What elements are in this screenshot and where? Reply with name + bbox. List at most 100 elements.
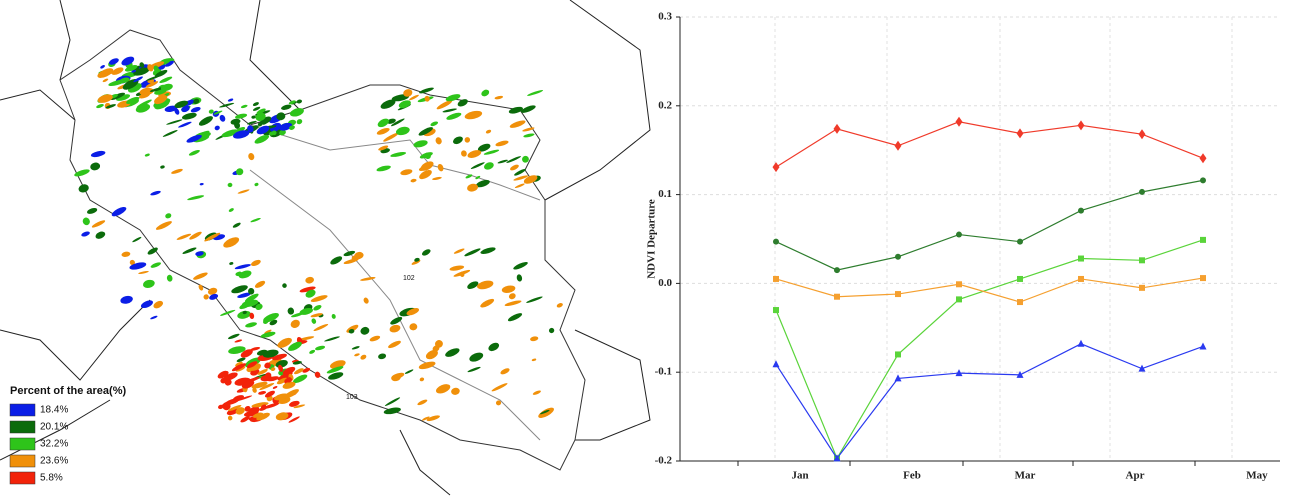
blob: [267, 376, 279, 382]
blob: [240, 416, 250, 423]
blob: [149, 87, 164, 92]
blob: [425, 350, 438, 360]
y-tick-label: 0.2: [658, 99, 672, 111]
blob: [296, 119, 303, 125]
blob: [252, 412, 264, 418]
blob: [395, 126, 410, 136]
blob: [190, 106, 201, 113]
blob: [360, 326, 370, 335]
blob: [282, 283, 287, 288]
marker: [1199, 342, 1207, 350]
blob: [259, 383, 275, 390]
blob: [310, 313, 323, 318]
blob: [227, 98, 234, 102]
blob: [166, 119, 183, 125]
legend-label: 23.6%: [40, 456, 68, 467]
blob: [390, 316, 403, 325]
marker: [1078, 255, 1084, 262]
marker: [895, 351, 901, 358]
blob: [526, 296, 543, 303]
blob: [234, 264, 251, 270]
blob: [218, 404, 224, 410]
blob: [435, 137, 442, 145]
blob: [228, 346, 246, 354]
blob: [398, 100, 411, 109]
blob: [495, 140, 509, 147]
blob: [165, 213, 172, 219]
marker: [1139, 284, 1145, 291]
blob: [242, 310, 247, 315]
blob: [514, 168, 526, 176]
blob: [153, 300, 164, 309]
blob: [78, 184, 89, 193]
marker: [772, 162, 780, 173]
blob: [388, 340, 401, 349]
blob: [485, 129, 492, 134]
blob: [154, 69, 168, 78]
blob: [369, 335, 381, 342]
blob: [96, 104, 104, 109]
blob: [235, 395, 253, 402]
blob: [351, 346, 360, 350]
blob: [121, 56, 135, 66]
blob: [252, 387, 257, 393]
map: 102 103 Percent of the area(%) 18.4% 20.1…: [0, 0, 651, 496]
blob: [343, 250, 356, 257]
line-chart: NDVI Departure -0.2 -0.1 0.0 0.1 0.2 0.3 Jan Fe…: [646, 11, 1280, 482]
blob: [229, 262, 234, 265]
blob: [424, 152, 431, 160]
blob: [279, 129, 286, 136]
blob: [251, 402, 269, 408]
blob: [273, 393, 289, 401]
blob: [160, 165, 165, 169]
blob: [326, 366, 344, 374]
marker: [956, 231, 962, 238]
blob: [108, 58, 119, 65]
blob: [131, 70, 136, 73]
blob: [155, 221, 172, 230]
blob: [95, 231, 106, 239]
blob: [188, 150, 200, 156]
blob: [480, 298, 495, 308]
series-line: [775, 277, 1204, 303]
blob: [238, 271, 243, 277]
blob: [475, 179, 490, 188]
blob: [278, 364, 284, 372]
blob: [293, 404, 306, 409]
blob: [480, 247, 496, 254]
blob: [150, 315, 158, 320]
legend-swatch: [9, 437, 36, 451]
x-tick-label: Apr: [1126, 470, 1145, 482]
blob: [506, 156, 522, 163]
blob: [453, 136, 463, 145]
blob: [235, 361, 243, 367]
blob: [287, 307, 295, 315]
blob: [414, 257, 420, 262]
blob: [282, 381, 296, 389]
blob: [520, 105, 536, 113]
blob: [523, 133, 535, 138]
blob: [220, 377, 227, 384]
blob: [376, 127, 390, 135]
blob: [310, 295, 328, 302]
series-line: [775, 239, 1204, 460]
blob: [522, 155, 529, 163]
blob: [272, 386, 278, 389]
blob: [105, 104, 116, 109]
blob: [133, 67, 150, 76]
blob: [219, 102, 235, 108]
blob: [138, 270, 149, 274]
blob: [289, 400, 300, 407]
marker: [772, 360, 780, 368]
blob: [150, 262, 162, 268]
blob: [446, 112, 462, 120]
blob: [445, 94, 461, 102]
blob: [154, 94, 168, 105]
blob: [539, 409, 550, 415]
blob: [348, 329, 355, 334]
blob: [436, 384, 451, 394]
blob: [223, 237, 240, 248]
marker: [1138, 364, 1146, 372]
blob: [256, 412, 270, 421]
blob: [464, 248, 481, 257]
